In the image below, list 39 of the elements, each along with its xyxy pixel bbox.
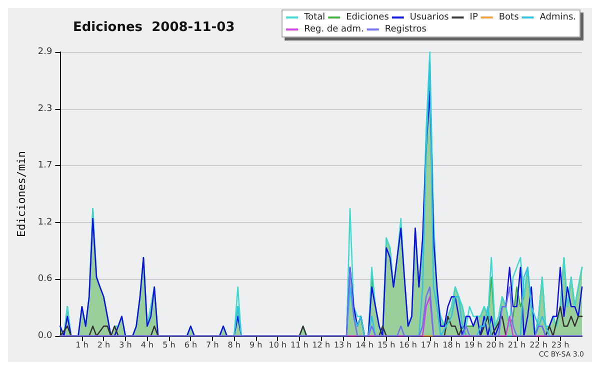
x-tick-label: 19 h <box>464 340 482 350</box>
x-tick-label: 8 h <box>228 340 240 350</box>
y-tick-label: 2.3 <box>38 104 52 114</box>
legend-label: IP <box>470 12 478 22</box>
legend-label: Usuarios <box>410 12 450 22</box>
y-tick-label: 2.9 <box>38 47 52 57</box>
x-tick-label: 9 h <box>250 340 262 350</box>
x-tick-label: 20 h <box>486 340 504 350</box>
x-tick-label: 23 h <box>551 340 570 350</box>
legend-label: Admins. <box>540 12 576 22</box>
x-tick-label: 16 h <box>399 340 417 350</box>
legend-label: Bots <box>498 12 520 22</box>
y-axis-title: Ediciones/min <box>15 150 28 238</box>
legend-label: Total <box>303 12 326 22</box>
y-tick-label: 1.2 <box>38 217 52 228</box>
x-tick-label: 11 h <box>290 340 308 350</box>
x-tick-label: 15 h <box>377 340 396 350</box>
x-tick-label: 1 h <box>76 340 88 350</box>
legend-label: Reg. de adm. <box>304 24 364 34</box>
x-tick-label: 21 h <box>508 340 526 350</box>
x-tick-label: 10 h <box>268 340 287 350</box>
chart-title: Ediciones 2008-11-03 <box>73 20 235 35</box>
x-tick-label: 5 h <box>162 340 176 350</box>
x-tick-label: 12 h <box>312 340 330 350</box>
x-tick-label: 4 h <box>140 340 154 350</box>
x-tick-label: 22 h <box>530 340 548 350</box>
x-tick-label: 17 h <box>420 340 439 350</box>
x-tick-label: 7 h <box>206 340 219 350</box>
y-tick-label: 0.6 <box>38 274 52 284</box>
y-tick-label: 1.7 <box>38 160 52 171</box>
x-tick-label: 6 h <box>184 340 198 350</box>
x-tick-label: 2 h <box>97 340 110 350</box>
x-tick-label: 14 h <box>356 340 374 350</box>
x-tick-label: 18 h <box>442 340 460 350</box>
y-tick-label: 0.0 <box>38 331 52 341</box>
x-tick-label: 13 h <box>334 340 352 350</box>
legend-label: Ediciones <box>346 12 390 22</box>
legend-label: Registros <box>384 24 427 34</box>
x-tick-label: 3 h <box>119 340 132 350</box>
